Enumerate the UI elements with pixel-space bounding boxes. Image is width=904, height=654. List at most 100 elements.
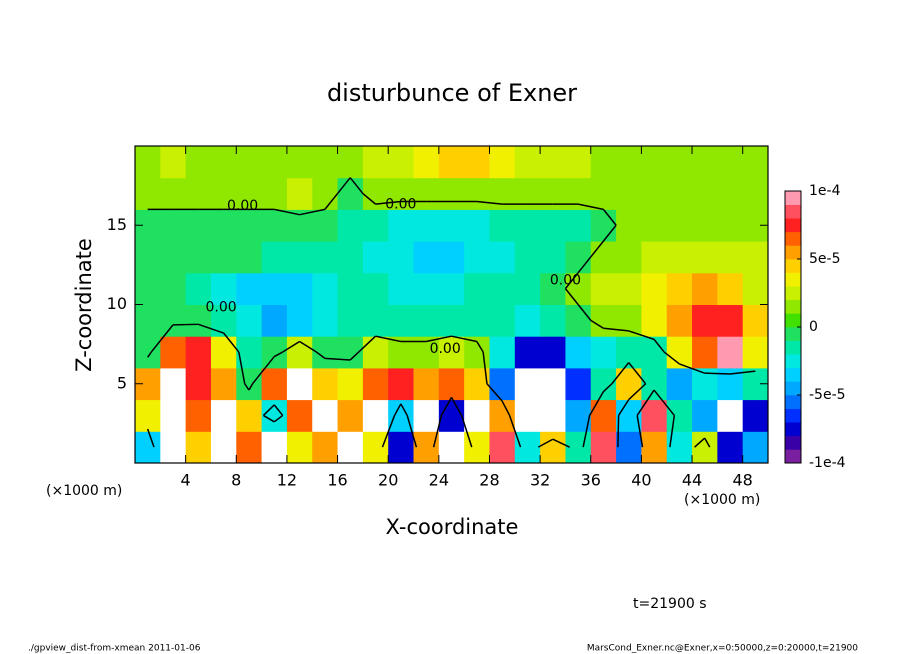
cell (540, 272, 566, 305)
cell (641, 241, 668, 274)
cell (590, 367, 617, 401)
cell (261, 272, 288, 305)
cell (666, 367, 693, 401)
contour-line (508, 415, 522, 448)
contour-line (588, 391, 605, 416)
contour-line (150, 324, 174, 353)
cell (540, 146, 566, 179)
contour-line (653, 338, 665, 353)
cell (438, 272, 465, 305)
contour-line (602, 208, 617, 226)
cell (312, 209, 339, 242)
cell (742, 304, 769, 337)
contour-line (299, 208, 326, 216)
contour-line (628, 330, 655, 341)
y-tick-label: 15 (107, 215, 127, 234)
colorbar-swatch (785, 272, 801, 287)
cell (413, 177, 440, 210)
colorbar-swatch (785, 435, 801, 450)
cell (362, 336, 389, 369)
cell (464, 399, 490, 432)
contour-line (602, 383, 613, 393)
cell (590, 209, 617, 242)
cell (616, 177, 642, 210)
cell (514, 399, 541, 432)
cell (692, 272, 718, 305)
cell (261, 399, 288, 432)
cell (261, 209, 288, 242)
cell (565, 272, 592, 305)
contour-line (426, 335, 452, 343)
cell (666, 241, 693, 274)
contour-line (663, 351, 680, 365)
cell (236, 336, 263, 369)
cell (641, 209, 668, 242)
cell (641, 304, 668, 337)
cell (666, 336, 693, 369)
y-unit-label: (×1000 m) (46, 483, 122, 499)
cell (286, 399, 313, 432)
cell (210, 399, 237, 432)
x-tick-label: 20 (378, 471, 398, 490)
cell (388, 431, 415, 464)
cell (565, 177, 592, 210)
cell (261, 241, 288, 274)
contour-line (501, 400, 511, 416)
cell (337, 177, 364, 210)
contour-line (694, 437, 706, 448)
cell (135, 272, 161, 305)
cell (565, 146, 592, 179)
colorbar-swatch (785, 299, 801, 314)
contour-label: 0.00 (206, 300, 237, 316)
contour-line (577, 304, 592, 321)
cell (641, 399, 668, 432)
colorbar-swatch (785, 395, 801, 409)
contour-line (636, 389, 655, 416)
cell (236, 399, 263, 432)
cell (135, 431, 161, 464)
x-tick-label: 40 (631, 471, 651, 490)
contour-line (147, 351, 152, 358)
contour-line (146, 428, 155, 448)
cell (641, 177, 668, 210)
cell (388, 367, 415, 401)
cell (388, 241, 415, 274)
cell (286, 241, 313, 274)
cell (438, 367, 465, 401)
cell (312, 431, 339, 464)
cell (135, 146, 161, 179)
cell (236, 272, 263, 305)
cell (641, 431, 668, 464)
cell (641, 146, 668, 179)
contour-line (393, 403, 402, 416)
cell (135, 336, 161, 369)
contour-line (440, 396, 453, 416)
colorbar-tick-label: 5e-5 (809, 251, 840, 267)
contour-line (349, 177, 364, 195)
contour-label: 0.00 (227, 198, 258, 214)
cell (464, 241, 490, 274)
cell (286, 177, 313, 210)
contour-line (273, 414, 284, 423)
cell (337, 336, 364, 369)
footer-right: MarsCond_Exner.nc@Exner,x=0:50000,z=0:20… (587, 644, 858, 654)
cell (717, 272, 744, 305)
cell (185, 367, 212, 401)
cell (464, 146, 490, 179)
cell (413, 209, 440, 242)
cell (236, 241, 263, 274)
cell (540, 336, 566, 369)
cell (362, 367, 389, 401)
contour-line (223, 332, 240, 353)
contour-line (603, 327, 629, 332)
cell (590, 272, 617, 305)
colorbar-swatch (785, 449, 801, 464)
cell (717, 177, 744, 210)
cell (692, 399, 718, 432)
x-axis-label: X-coordinate (386, 515, 519, 539)
cell (413, 399, 440, 432)
contour-line (704, 372, 731, 375)
contour-label: 0.00 (430, 341, 461, 357)
cell (185, 336, 212, 369)
cell (514, 431, 541, 464)
